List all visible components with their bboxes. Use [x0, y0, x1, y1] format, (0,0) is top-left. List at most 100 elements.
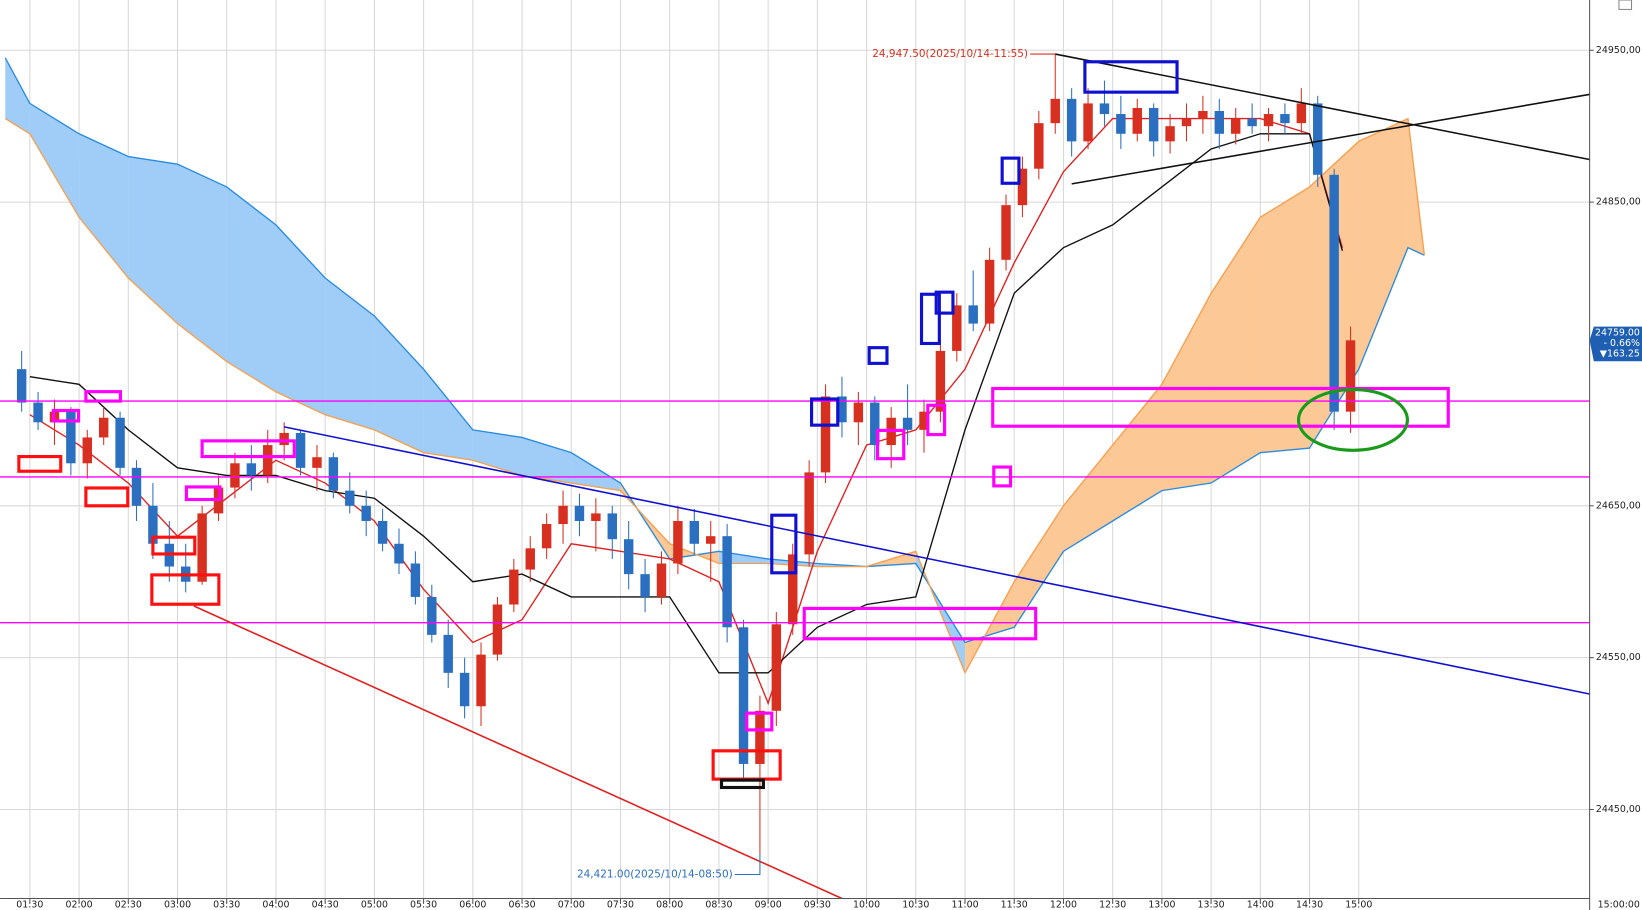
cloud-segment: [374, 315, 424, 453]
corner-icon: [1618, 0, 1633, 10]
candle-body: [230, 463, 240, 488]
trendline: [1071, 93, 1591, 185]
cloud-segment: [5, 57, 30, 134]
candle-body: [591, 513, 601, 521]
candle-body: [1263, 114, 1274, 127]
y-tick-label: 24450,00: [1596, 804, 1641, 815]
x-tick-label: 08:00: [656, 899, 683, 910]
x-tick-label: 07:30: [607, 899, 634, 910]
candle-body: [722, 536, 732, 628]
candle-body: [82, 437, 92, 464]
x-tick-label: 05:00: [361, 899, 388, 910]
candle-body: [328, 457, 339, 491]
green-ellipse: [1296, 387, 1409, 452]
x-tick-label: 13:30: [1198, 899, 1225, 910]
candle-body: [1165, 126, 1175, 142]
candle-body: [1066, 98, 1077, 142]
x-tick-label: 10:00: [853, 899, 880, 910]
magenta-box: [992, 465, 1013, 488]
candle-body: [968, 305, 978, 324]
cloud-segment: [1112, 384, 1162, 521]
x-tick-label: 12:00: [1050, 899, 1077, 910]
cloud-span-a: [4, 57, 1425, 644]
x-tick-label: 01:30: [16, 899, 43, 910]
blue-box: [934, 290, 955, 315]
candle-body: [689, 520, 700, 544]
magenta-box: [745, 711, 774, 732]
candle-body: [1198, 111, 1208, 119]
candle-body: [952, 305, 962, 351]
x-tick-label: 07:00: [558, 899, 585, 910]
price-tag-price: 24759.00: [1595, 327, 1640, 338]
candle-body: [312, 457, 322, 468]
candle-body: [853, 402, 864, 423]
x-tick-label: 09:30: [804, 899, 831, 910]
candle-body: [1017, 168, 1028, 206]
candle-body: [148, 505, 158, 544]
blue-box: [867, 346, 889, 365]
candle-body: [870, 402, 880, 446]
magenta-box: [875, 428, 906, 461]
candle-body: [673, 520, 683, 564]
candle-body: [410, 563, 421, 597]
candle-body: [427, 596, 437, 635]
magenta-box: [84, 390, 123, 403]
candle-body: [16, 369, 27, 403]
candle-body: [1345, 340, 1356, 412]
x-tick-label: 02:00: [66, 899, 93, 910]
candle-body: [656, 563, 667, 597]
x-tick-label: 14:00: [1247, 899, 1274, 910]
candle-body: [66, 411, 76, 464]
x-tick-label: 11:00: [951, 899, 978, 910]
cloud-segment: [79, 133, 129, 279]
candle-body: [640, 574, 650, 597]
price-tag: [1589, 326, 1642, 362]
candle-body: [788, 554, 798, 625]
candle-body: [394, 543, 404, 564]
candle-body: [607, 513, 617, 540]
candle-body: [820, 396, 831, 473]
candle-body: [476, 654, 486, 707]
candle-body: [984, 259, 995, 324]
x-tick-label: 12:30: [1099, 899, 1126, 910]
candle-body: [1034, 123, 1044, 169]
candle-body: [1116, 114, 1126, 134]
x-tick-label: 04:00: [262, 899, 289, 910]
candle-body: [804, 472, 814, 555]
candle-body: [98, 417, 109, 438]
candle-body: [919, 411, 929, 430]
magenta-box: [200, 439, 296, 459]
candle-body: [574, 505, 585, 521]
candle-body: [1214, 111, 1225, 134]
cloud-segment: [1407, 118, 1425, 256]
cloud-segment: [571, 452, 621, 491]
candle-body: [1099, 103, 1110, 115]
y-tick-label: 24850,00: [1596, 197, 1641, 208]
candle-body: [377, 520, 388, 544]
candle-body: [1181, 118, 1192, 127]
magenta-box: [802, 606, 1038, 641]
candle-body: [1083, 103, 1093, 142]
candle-body: [509, 569, 519, 605]
candle-body: [246, 463, 257, 476]
candle-body: [1280, 114, 1290, 124]
red-box: [17, 455, 63, 473]
red-box: [84, 486, 130, 508]
red-box: [151, 535, 197, 556]
magenta-box: [926, 403, 947, 437]
candle-body: [345, 490, 355, 506]
candle-body: [525, 548, 535, 570]
trendline: [193, 605, 843, 900]
cloud-segment: [226, 186, 276, 392]
magenta-box: [991, 386, 1450, 428]
candle-body: [263, 445, 273, 476]
candle-body: [771, 624, 782, 711]
cloud-segment: [1063, 445, 1113, 552]
candle-body: [558, 505, 568, 525]
candle-body: [115, 417, 125, 468]
candle-body: [1148, 107, 1159, 142]
black-box: [719, 778, 765, 790]
blue-box: [919, 292, 941, 346]
candle-body: [1313, 103, 1323, 175]
